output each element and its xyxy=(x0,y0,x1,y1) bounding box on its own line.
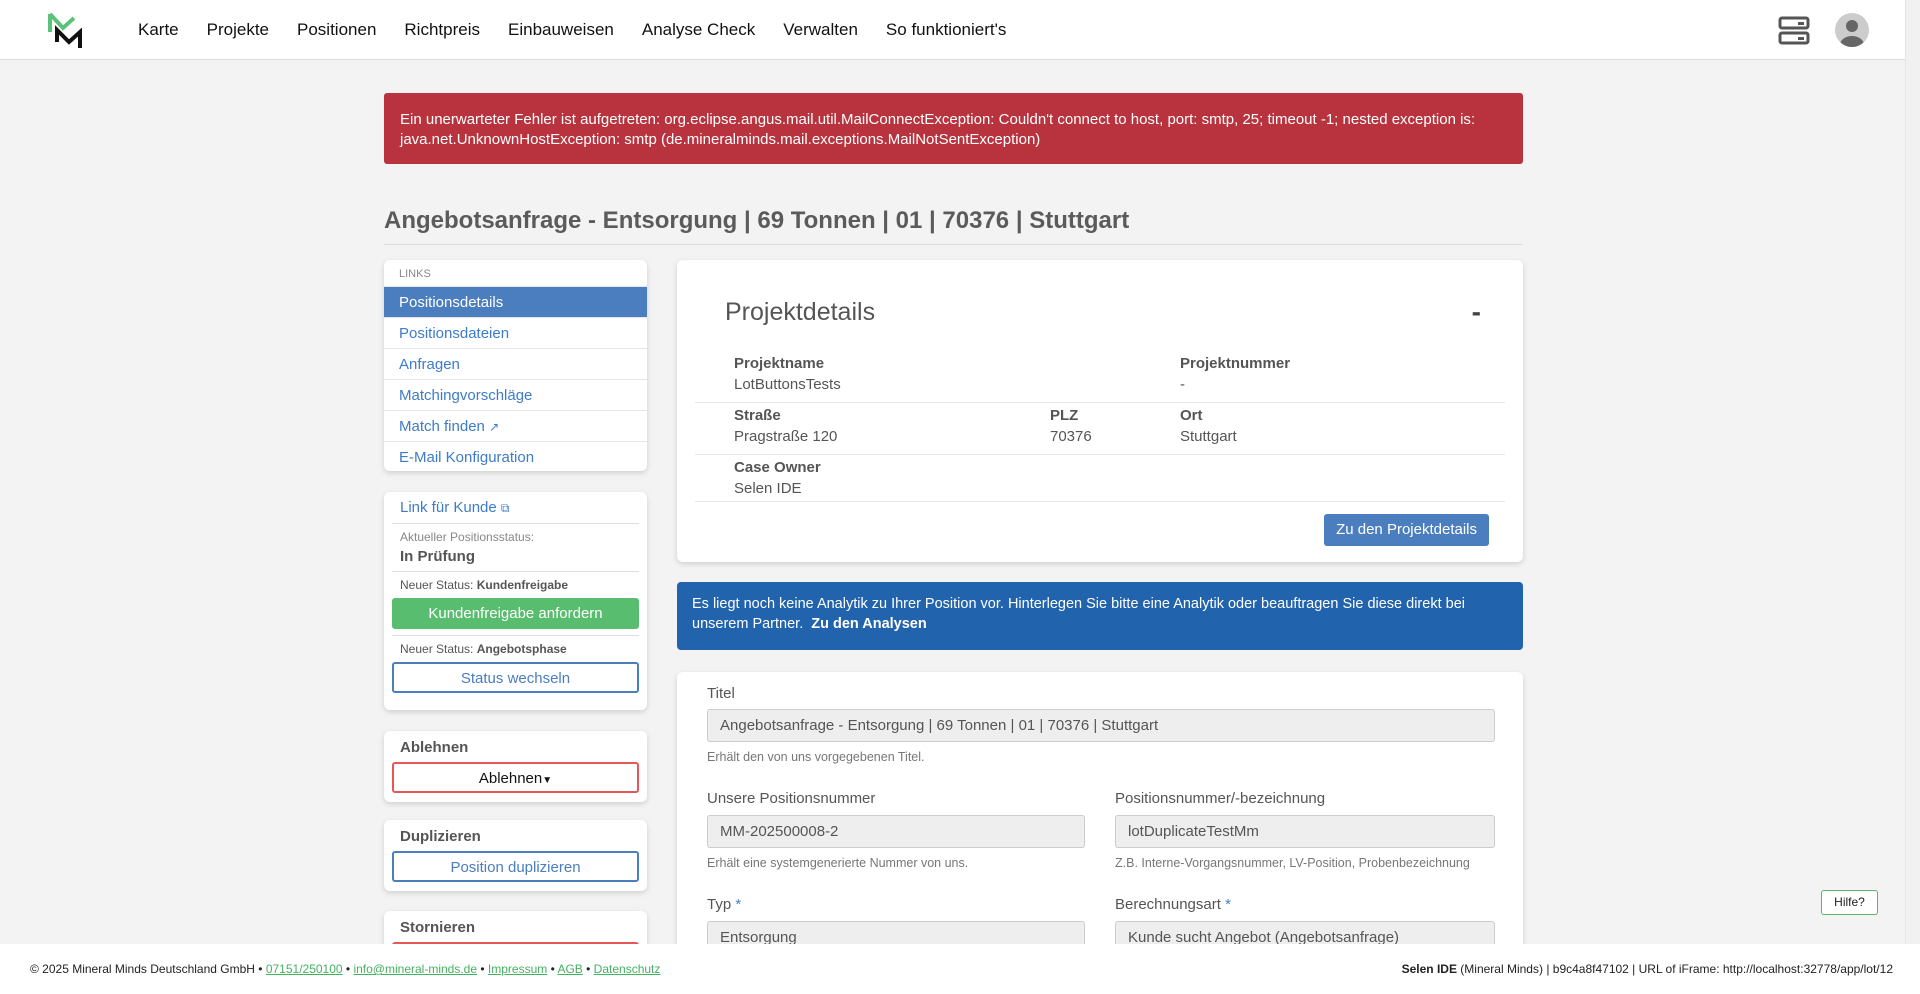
top-navbar: Karte Projekte Positionen Richtpreis Ein… xyxy=(0,0,1905,60)
zu-den-analysen-link[interactable]: Zu den Analysen xyxy=(811,616,927,632)
status-value: In Prüfung xyxy=(400,548,475,565)
titel-input[interactable]: Angebotsanfrage - Entsorgung | 69 Tonnen… xyxy=(707,709,1495,742)
page-title: Angebotsanfrage - Entsorgung | 69 Tonnen… xyxy=(384,207,1130,234)
nav-einbauweisen[interactable]: Einbauweisen xyxy=(508,20,614,39)
berechnungsart-label: Berechnungsart xyxy=(1115,896,1221,913)
agb-link[interactable]: AGB xyxy=(557,962,583,976)
nav-karte[interactable]: Karte xyxy=(138,20,179,39)
error-alert: Ein unerwarteter Fehler ist aufgetreten:… xyxy=(384,93,1523,164)
collapse-button[interactable]: - xyxy=(1471,296,1481,327)
sidebar-item-positionsdetails[interactable]: Positionsdetails xyxy=(384,286,647,317)
scrollbar[interactable] xyxy=(1905,0,1920,944)
bezeichnung-hint: Z.B. Interne-Vorgangsnummer, LV-Position… xyxy=(1115,856,1470,870)
phone-link[interactable]: 07151/250100 xyxy=(265,962,343,976)
nav-positionen[interactable]: Positionen xyxy=(297,20,377,39)
position-duplizieren-button[interactable]: Position duplizieren xyxy=(392,851,639,882)
projektname-label: Projektname xyxy=(734,355,825,372)
email-link[interactable]: info@mineral-minds.de xyxy=(353,962,478,976)
reject-title: Ablehnen xyxy=(400,739,469,756)
typ-label: Typ xyxy=(707,896,732,913)
divider xyxy=(384,244,1523,245)
impressum-link[interactable]: Impressum xyxy=(487,962,548,976)
nav-projekte[interactable]: Projekte xyxy=(206,20,270,39)
status-label: Aktueller Positionsstatus: xyxy=(400,530,535,544)
nav-analyse-check[interactable]: Analyse Check xyxy=(641,20,756,39)
nav-verwalten[interactable]: Verwalten xyxy=(783,20,858,39)
status-wechseln-button[interactable]: Status wechseln xyxy=(392,662,639,693)
plz-label: PLZ xyxy=(1050,407,1079,424)
projektdetails-card: Projektdetails - Projektname LotButtonsTe… xyxy=(677,260,1523,562)
sep: • xyxy=(342,962,354,976)
status-card: Link für Kunde ⧉ Aktueller Positionsstat… xyxy=(384,492,647,710)
copyright: © 2025 Mineral Minds Deutschland GmbH xyxy=(30,962,255,976)
nav-so-funktionierts[interactable]: So funktioniert's xyxy=(885,20,1007,39)
kundenfreigabe-anfordern-button[interactable]: Kundenfreigabe anfordern xyxy=(392,598,639,629)
ablehnen-dropdown-button[interactable]: Ablehnen▼ xyxy=(392,762,639,793)
required-marker: * xyxy=(1225,896,1231,913)
case-owner-label: Case Owner xyxy=(734,459,821,476)
sidebar-item-matchingvorschlaege[interactable]: Matchingvorschläge xyxy=(384,379,647,410)
projektname-value: LotButtonsTests xyxy=(734,376,841,393)
sep: • xyxy=(254,962,266,976)
footer: © 2025 Mineral Minds Deutschland GmbH • … xyxy=(0,944,1920,994)
bezeichnung-input[interactable]: lotDuplicateTestMm xyxy=(1115,815,1495,848)
footer-user: Selen IDE xyxy=(1401,962,1457,976)
strasse-label: Straße xyxy=(734,407,781,424)
link-fuer-kunde[interactable]: Link für Kunde xyxy=(400,499,497,516)
bezeichnung-label: Positionsnummer/-bezeichnung xyxy=(1115,790,1326,807)
sidebar-item-anfragen[interactable]: Anfragen xyxy=(384,348,647,379)
reject-card: Ablehnen Ablehnen▼ xyxy=(384,731,647,802)
new-status-prefix-2: Neuer Status: xyxy=(400,642,474,656)
footer-info: (Mineral Minds) | b9c4a8f47102 | URL of … xyxy=(1460,962,1893,976)
duplicate-title: Duplizieren xyxy=(400,828,481,845)
titel-label: Titel xyxy=(707,685,735,702)
links-label: LINKS xyxy=(399,268,431,280)
server-icon[interactable] xyxy=(1778,16,1810,46)
sep: • xyxy=(582,962,594,976)
datenschutz-link[interactable]: Datenschutz xyxy=(593,962,661,976)
cancel-title: Stornieren xyxy=(400,919,476,936)
ablehnen-label: Ablehnen xyxy=(478,770,543,787)
new-status-2: Angebotsphase xyxy=(476,642,567,656)
positionsnummer-hint: Erhält eine systemgenerierte Nummer von … xyxy=(707,856,969,870)
sep: • xyxy=(547,962,558,976)
external-link-icon: ↗ xyxy=(489,420,500,434)
caret-down-icon: ▼ xyxy=(542,775,553,786)
required-marker: * xyxy=(735,896,742,913)
projektnummer-value: - xyxy=(1180,376,1185,393)
sidebar-item-positionsdateien[interactable]: Positionsdateien xyxy=(384,317,647,348)
help-button[interactable]: Hilfe? xyxy=(1821,890,1878,915)
projektdetails-title: Projektdetails xyxy=(725,298,876,326)
ort-value: Stuttgart xyxy=(1180,428,1237,445)
plz-value: 70376 xyxy=(1050,428,1092,445)
sidebar-item-match-finden[interactable]: Match finden ↗ xyxy=(384,410,647,441)
copy-icon[interactable]: ⧉ xyxy=(500,501,510,515)
new-status-1: Kundenfreigabe xyxy=(476,578,569,592)
analytics-info-alert: Es liegt noch keine Analytik zu Ihrer Po… xyxy=(677,582,1523,650)
position-form-card: Titel Angebotsanfrage - Entsorgung | 69 … xyxy=(677,672,1523,962)
sidebar-item-email-konfiguration[interactable]: E-Mail Konfiguration xyxy=(384,441,647,471)
match-finden-label: Match finden xyxy=(399,418,485,435)
user-avatar-icon[interactable] xyxy=(1835,13,1869,47)
titel-hint: Erhält den von uns vorgegebenen Titel. xyxy=(707,750,925,764)
positionsnummer-input[interactable]: MM-202500008-2 xyxy=(707,815,1085,848)
positionsnummer-label: Unsere Positionsnummer xyxy=(707,790,876,807)
mineral-minds-logo[interactable] xyxy=(47,12,85,48)
info-text: Es liegt noch keine Analytik zu Ihrer Po… xyxy=(692,596,1465,632)
nav-richtpreis[interactable]: Richtpreis xyxy=(404,20,480,39)
projektnummer-label: Projektnummer xyxy=(1180,355,1291,372)
strasse-value: Pragstraße 120 xyxy=(734,428,838,445)
zu-den-projektdetails-button[interactable]: Zu den Projektdetails xyxy=(1324,514,1489,546)
links-card: LINKS Positionsdetails Positionsdateien … xyxy=(384,260,647,471)
sep: • xyxy=(477,962,488,976)
duplicate-card: Duplizieren Position duplizieren xyxy=(384,820,647,891)
new-status-prefix: Neuer Status: xyxy=(400,578,474,592)
case-owner-value: Selen IDE xyxy=(734,480,802,497)
ort-label: Ort xyxy=(1180,407,1203,424)
